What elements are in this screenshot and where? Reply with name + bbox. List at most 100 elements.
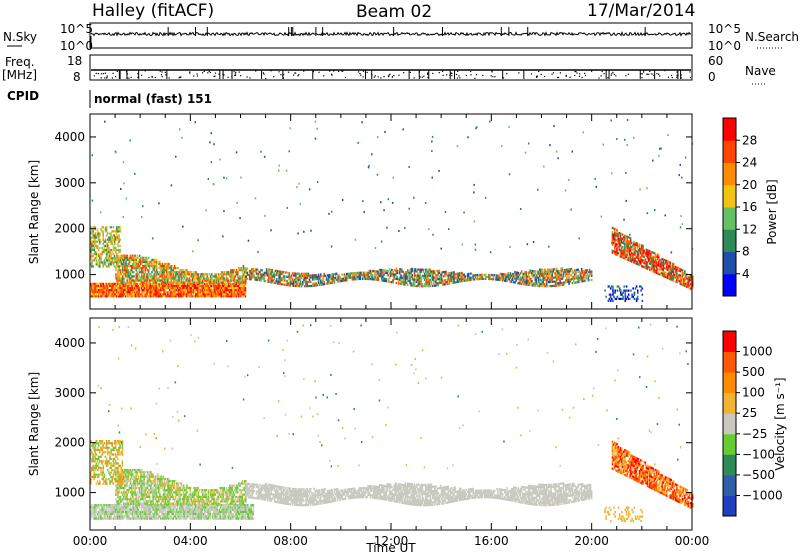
echo-cell (104, 282, 107, 285)
echo-cell (664, 275, 667, 279)
echo-cell (364, 277, 366, 280)
echo-cell (195, 284, 197, 288)
echo-cell (170, 282, 172, 285)
nave-dot (235, 71, 237, 73)
echo-cell (95, 240, 98, 243)
echo-cell (216, 284, 218, 288)
echo-cell (667, 276, 669, 280)
echo-cell (144, 269, 146, 272)
echo-cell (672, 279, 675, 282)
echo-cell (382, 279, 384, 282)
echo-cell (679, 282, 682, 285)
echo-cell (628, 247, 631, 250)
echo-cell (446, 282, 448, 285)
echo-cell (138, 254, 141, 257)
echo-cell (331, 275, 333, 278)
echo-cell (537, 188, 539, 191)
echo-cell (633, 247, 635, 250)
echo-cell (508, 173, 511, 176)
echo-cell (146, 279, 149, 282)
echo-cell (110, 238, 112, 241)
echo-cell (497, 276, 499, 279)
echo-cell (234, 295, 237, 298)
echo-cell (121, 287, 124, 290)
echo-cell (488, 275, 490, 278)
echo-cell (680, 281, 683, 284)
echo-cell (179, 506, 181, 509)
echo-cell (144, 282, 146, 285)
echo-cell (173, 506, 176, 509)
echo-cell (615, 247, 617, 250)
echo-cell (192, 250, 194, 253)
echo-cell (633, 257, 635, 260)
echo-cell (145, 295, 147, 298)
echo-cell (269, 272, 271, 275)
echo-cell (99, 246, 101, 249)
echo-cell (184, 510, 187, 513)
echo-cell (553, 272, 556, 275)
echo-cell (322, 275, 324, 278)
echo-cell (111, 295, 113, 298)
echo-cell (218, 295, 221, 298)
echo-cell (93, 287, 95, 290)
echo-cell (137, 517, 139, 520)
echo-cell (633, 293, 636, 296)
echo-cell (685, 285, 687, 288)
echo-cell (294, 284, 296, 287)
echo-cell (280, 283, 283, 286)
echo-cell (170, 281, 172, 284)
echo-cell (167, 271, 169, 274)
echo-cell (265, 272, 268, 275)
echo-cell (327, 278, 330, 281)
echo-cell (473, 274, 476, 277)
echo-cell (316, 284, 319, 287)
echo-cell (658, 254, 660, 257)
echo-cell (141, 267, 143, 270)
echo-cell (527, 273, 530, 276)
echo-cell (119, 517, 121, 520)
freq-strip: Freq. [MHz] 18 8 60 0 Nave (2, 54, 776, 85)
echo-cell (210, 293, 213, 296)
echo-cell (540, 283, 542, 286)
echo-cell (129, 291, 132, 294)
echo-cell (123, 182, 125, 185)
echo-cell (571, 269, 574, 272)
echo-cell (297, 278, 299, 281)
echo-cell (368, 271, 371, 274)
echo-cell (129, 282, 132, 285)
echo-cell (112, 257, 115, 260)
echo-cell (114, 230, 117, 233)
echo-cell (244, 284, 247, 288)
echo-cell (669, 271, 671, 274)
echo-cell (204, 284, 206, 288)
echo-cell (412, 284, 415, 287)
echo-cell (155, 291, 158, 294)
echo-cell (551, 276, 553, 279)
echo-cell (292, 280, 295, 283)
echo-cell (117, 226, 119, 229)
echo-cell (662, 264, 665, 267)
echo-cell (457, 276, 460, 279)
echo-cell (649, 268, 651, 271)
echo-cell (480, 277, 482, 281)
echo-cell (120, 506, 123, 509)
echo-cell (574, 281, 576, 284)
echo-cell (378, 268, 381, 271)
echo-cell (558, 278, 560, 281)
echo-cell (341, 199, 344, 201)
echo-cell (139, 293, 142, 296)
echo-cell (561, 269, 564, 272)
echo-cell (168, 277, 170, 280)
echo-cell (142, 256, 144, 259)
echo-cell (94, 242, 97, 245)
echo-cell (154, 295, 156, 298)
echo-cell (622, 291, 624, 294)
echo-cell (116, 256, 118, 259)
echo-cell (122, 282, 125, 285)
echo-cell (155, 515, 158, 518)
echo-cell (123, 267, 125, 270)
echo-cell (112, 263, 115, 266)
echo-cell (374, 274, 376, 277)
echo-cell (624, 234, 626, 237)
echo-cell (583, 271, 585, 274)
